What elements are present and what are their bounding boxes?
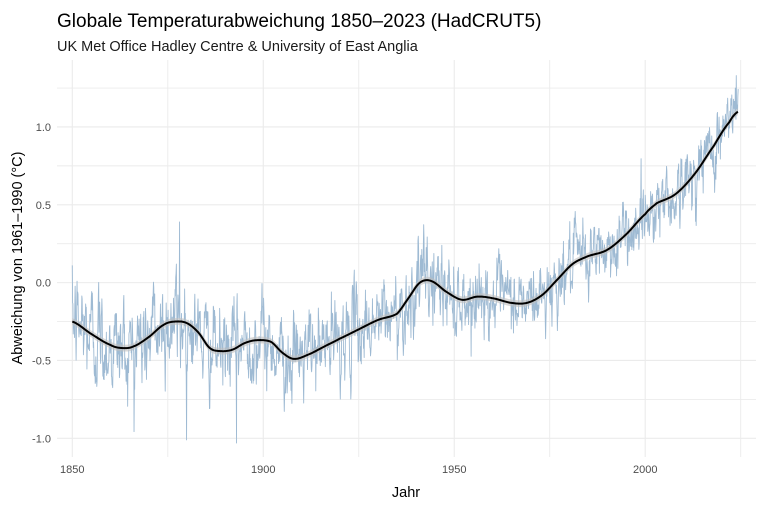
- x-tick-label: 1850: [60, 464, 84, 476]
- chart-subtitle: UK Met Office Hadley Centre & University…: [57, 39, 419, 55]
- x-tick-label: 1950: [442, 464, 466, 476]
- x-tick-label: 2000: [633, 464, 657, 476]
- y-tick-label: 1.0: [36, 122, 51, 134]
- chart-title: Globale Temperaturabweichung 1850–2023 (…: [57, 11, 541, 32]
- y-tick-label: -1.0: [32, 433, 51, 445]
- monthly-anomaly-series: [71, 75, 739, 444]
- y-tick-label: 0.5: [36, 200, 51, 212]
- grid: [57, 60, 756, 457]
- x-tick-labels: 1850 1900 1950 2000: [60, 464, 657, 476]
- x-axis-title: Jahr: [392, 485, 420, 501]
- y-tick-label: -0.5: [32, 355, 51, 367]
- smooth-trend-line: [71, 110, 739, 360]
- y-tick-label: 0.0: [36, 278, 51, 290]
- smooth-trend-series: [71, 108, 739, 363]
- y-tick-labels: -1.0 -0.5 0.0 0.5 1.0: [32, 122, 51, 445]
- y-axis-title: Abweichung von 1961–1990 (°C): [10, 152, 26, 365]
- x-tick-label: 1900: [251, 464, 275, 476]
- monthly-anomaly-line: [71, 75, 739, 444]
